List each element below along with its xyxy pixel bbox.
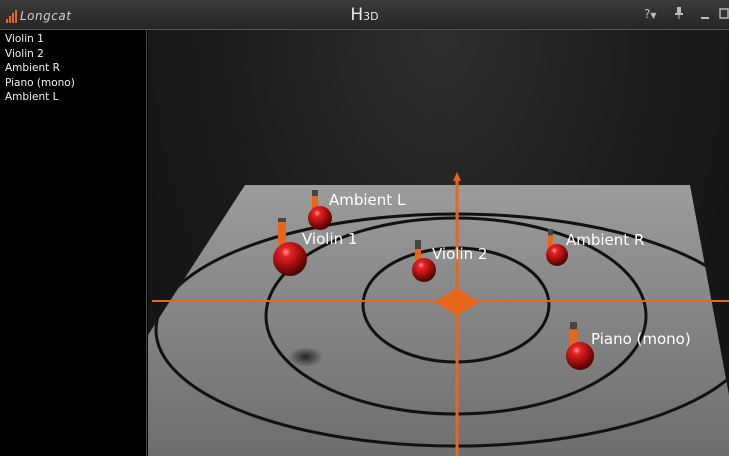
source-list-item-ambient-r[interactable]: Ambient R [5,62,60,74]
signal-bars-icon [6,9,17,23]
help-dropdown-button[interactable]: ?▼ [644,6,657,24]
maximize-icon [719,8,729,19]
level-meter-fill [312,196,318,210]
source-sphere[interactable] [273,242,307,276]
help-label: ? [644,7,651,21]
brand-name: Longcat [20,9,72,23]
source-list-item-ambient-l[interactable]: Ambient L [5,91,59,103]
source-label: Piano (mono) [591,330,691,348]
minimize-icon [701,17,709,19]
source-shadow [289,347,323,367]
app-title-main: H [350,5,364,25]
app-title: H3D [0,6,729,26]
source-list-panel: Violin 1 Violin 2 Ambient R Piano (mono)… [0,30,147,456]
pin-icon [675,7,683,19]
minimize-button[interactable] [700,6,710,24]
spatial-scene[interactable]: Ambient L Violin 1 Violin 2 A [148,30,729,456]
source-label: Violin 1 [302,230,357,248]
brand-logo: Longcat [6,7,71,23]
source-list: Violin 1 Violin 2 Ambient R Piano (mono)… [0,30,146,105]
source-sphere[interactable] [308,206,332,230]
source-piano-mono[interactable]: Piano (mono) [566,322,691,370]
z-axis-arrow-icon [453,172,461,181]
chevron-down-icon: ▼ [650,11,657,20]
source-sphere[interactable] [412,258,436,282]
level-meter-fill [415,249,421,260]
maximize-button[interactable] [719,6,729,24]
level-meter-fill [548,235,553,247]
source-list-item-piano-mono[interactable]: Piano (mono) [5,76,75,89]
source-ambient-r[interactable]: Ambient R [546,229,644,266]
source-violin-1[interactable]: Violin 1 [273,218,357,276]
pin-button[interactable] [674,6,684,24]
source-label: Violin 2 [432,245,487,263]
title-bar[interactable]: Longcat H3D ?▼ [0,0,729,30]
source-list-item-violin-1[interactable]: Violin 1 [5,33,44,45]
app-title-suffix: 3D [363,10,379,23]
source-label: Ambient R [566,231,644,249]
level-meter-fill [278,221,286,244]
source-sphere[interactable] [546,244,568,266]
3d-viewport[interactable]: Ambient L Violin 1 Violin 2 A [148,30,729,456]
level-meter-fill [570,329,577,346]
source-violin-2[interactable]: Violin 2 [412,240,487,282]
source-ambient-l[interactable]: Ambient L [308,190,406,230]
source-sphere[interactable] [566,342,594,370]
source-label: Ambient L [329,191,406,209]
listener-handle[interactable] [435,288,479,316]
floor-plane [148,185,729,456]
source-list-item-violin-2[interactable]: Violin 2 [5,47,44,60]
